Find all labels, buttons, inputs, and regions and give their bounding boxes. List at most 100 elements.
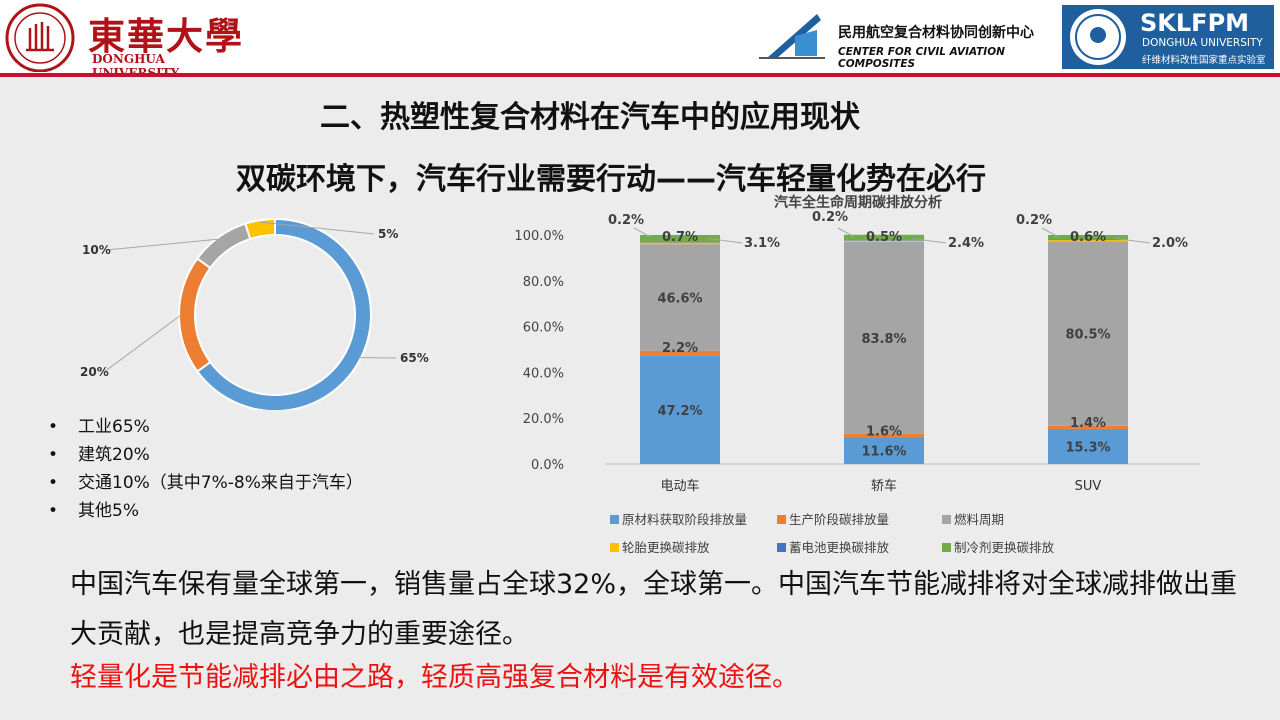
data-label: 47.2%: [657, 404, 702, 419]
x-tick-label: SUV: [1075, 479, 1102, 494]
university-seal-icon: [5, 3, 75, 73]
data-label: 3.1%: [744, 236, 780, 251]
bar-segment: [844, 240, 924, 242]
lab-subtitle-cn: 纤维材料改性国家重点实验室: [1142, 55, 1266, 66]
leader-line: [1041, 227, 1059, 238]
ccac-logo: 民用航空复合材料协同创新中心 CENTER FOR CIVIL AVIATION…: [755, 6, 1055, 70]
legend-label: 燃料周期: [954, 512, 1004, 527]
bullet-item: 建筑20%: [48, 441, 363, 469]
lab-name: SKLFPM: [1140, 9, 1250, 37]
donut-chart: 65% 20% 10% 5%: [80, 217, 429, 410]
bar-segment: [640, 350, 720, 356]
x-tick-label: 轿车: [871, 478, 897, 494]
chart-title: 汽车全生命周期碳排放分析: [774, 194, 942, 211]
header-bar: 東華大學 DONGHUA UNIVERSITY 民用航空复合材料协同创新中心 C…: [0, 0, 1280, 80]
y-tick-label: 100.0%: [514, 229, 564, 244]
donut-slice: [244, 217, 276, 241]
slide-title: 二、热塑性复合材料在汽车中的应用现状: [320, 100, 860, 135]
data-label: 2.4%: [948, 236, 984, 251]
data-label: 83.8%: [861, 332, 906, 347]
data-label: 0.2%: [608, 213, 644, 228]
bar-segment: [844, 234, 924, 241]
bar-segment: [640, 242, 720, 243]
lab-subtitle-en: DONGHUA UNIVERSITY: [1142, 37, 1263, 49]
leader-line: [103, 314, 182, 373]
stacked-bar-chart: 汽车全生命周期碳排放分析 0.0% 20.0% 40.0% 60.0% 80.0% 100.…: [514, 194, 1200, 555]
bar-segment: [640, 242, 720, 245]
data-label: 0.2%: [812, 210, 848, 225]
highlight-text: 轻量化是节能减排必由之路，轻质高强复合材料是有效途径。: [70, 662, 799, 693]
slice-label: 5%: [378, 227, 398, 241]
center-name-cn: 民用航空复合材料协同创新中心: [838, 25, 1034, 41]
legend-swatch: [942, 543, 951, 552]
bar-segment: [1048, 240, 1128, 242]
leader-line: [260, 221, 375, 235]
y-tick-label: 40.0%: [523, 366, 564, 381]
legend-label: 原材料获取阶段排放量: [622, 512, 747, 527]
bar-segment: [640, 244, 720, 351]
data-label: 1.4%: [1070, 416, 1106, 431]
legend-swatch: [942, 515, 951, 524]
legend-swatch: [610, 543, 619, 552]
leader-line: [1115, 237, 1151, 244]
data-label: 0.2%: [1016, 213, 1052, 228]
university-name-cn: 東華大學: [88, 14, 244, 58]
y-tick-label: 20.0%: [523, 412, 564, 427]
sklfpm-logo: SKLFPM DONGHUA UNIVERSITY 纤维材料改性国家重点实验室: [1062, 5, 1274, 69]
legend-label: 制冷剂更换碳排放: [954, 540, 1055, 555]
bar-segment: [640, 235, 720, 243]
slice-label: 65%: [400, 351, 429, 365]
data-label: 2.2%: [662, 341, 698, 356]
header-divider: [0, 73, 1280, 77]
body-paragraph: 中国汽车保有量全球第一，销售量占全球32%，全球第一。中国汽车节能减排将对全球减…: [70, 569, 1238, 650]
data-label: 0.6%: [1070, 230, 1106, 245]
data-label: 80.5%: [1065, 328, 1110, 343]
lab-seal-icon: [1070, 9, 1126, 65]
bullet-item: 交通10%（其中7%-8%来自于汽车）: [48, 469, 363, 497]
bar-segment: [844, 437, 924, 464]
donut-slice: [178, 257, 212, 373]
slice-label: 10%: [82, 243, 111, 257]
data-label: 1.6%: [866, 424, 902, 439]
leader-line: [707, 237, 743, 244]
legend-swatch: [610, 515, 619, 524]
slide-subtitle: 双碳环境下，汽车行业需要行动——汽车轻量化势在必行: [236, 162, 986, 197]
x-tick-label: 电动车: [660, 478, 699, 494]
data-label: 46.6%: [657, 292, 702, 307]
leader-line: [911, 237, 947, 244]
y-tick-label: 60.0%: [523, 321, 564, 336]
legend-label: 蓄电池更换碳排放: [789, 540, 890, 555]
bar-segment: [1048, 239, 1128, 241]
center-name-en: CENTER FOR CIVIL AVIATION COMPOSITES: [838, 46, 1005, 70]
bar-segment: [1048, 425, 1128, 429]
bar-segment: [844, 241, 924, 434]
legend-swatch: [777, 515, 786, 524]
leader-line: [633, 227, 651, 238]
donghua-logo: 東華大學 DONGHUA UNIVERSITY: [2, 2, 252, 80]
bullet-list: 工业65% 建筑20% 交通10%（其中7%-8%来自于汽车） 其他5%: [48, 413, 363, 525]
bar-segment: [844, 240, 924, 241]
leader-line: [105, 238, 220, 251]
y-tick-label: 80.0%: [523, 275, 564, 290]
leader-line: [837, 227, 855, 238]
y-tick-label: 0.0%: [531, 458, 564, 473]
data-label: 0.5%: [866, 230, 902, 245]
wing-emblem-icon: [759, 14, 825, 59]
slice-label: 20%: [80, 365, 109, 379]
bar-segment: [1048, 241, 1128, 426]
donut-slice: [195, 222, 252, 270]
legend-swatch: [777, 543, 786, 552]
donut-slice: [195, 217, 372, 410]
bar-segment: [1048, 235, 1128, 240]
bar-segment: [1048, 428, 1128, 464]
data-label: 11.6%: [861, 445, 906, 460]
bar-segment: [640, 355, 720, 464]
data-label: 2.0%: [1152, 236, 1188, 251]
legend-label: 生产阶段碳排放量: [789, 512, 889, 527]
data-label: 0.7%: [662, 230, 698, 245]
legend-label: 轮胎更换碳排放: [622, 540, 710, 555]
data-label: 15.3%: [1065, 440, 1110, 455]
bar-segment: [844, 433, 924, 438]
bullet-item: 其他5%: [48, 497, 363, 525]
bullet-item: 工业65%: [48, 413, 363, 441]
